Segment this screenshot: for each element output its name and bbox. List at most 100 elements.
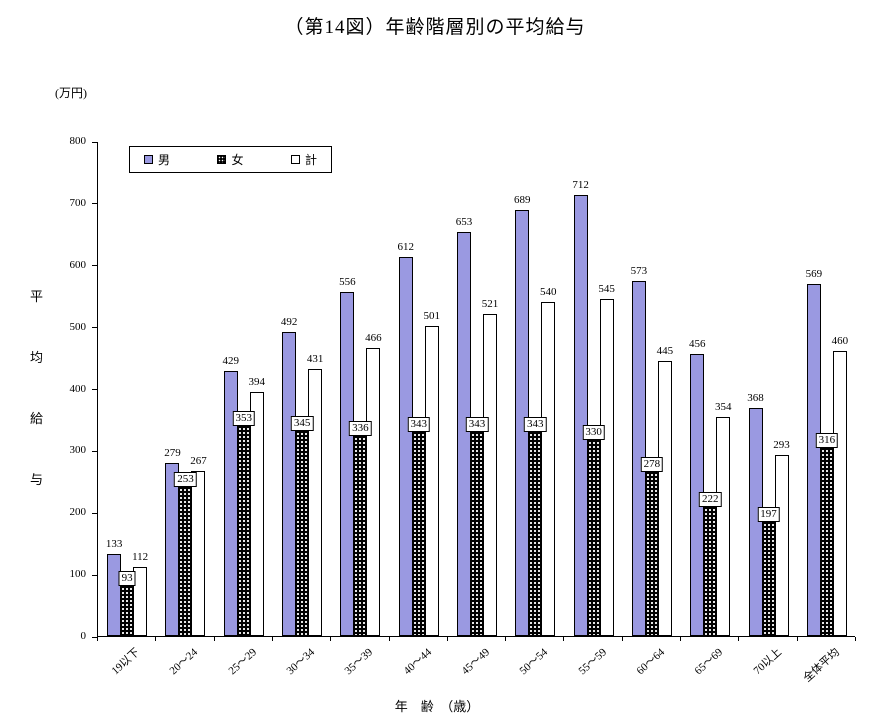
bar-male — [165, 463, 180, 636]
bar-female — [528, 423, 543, 636]
y-axis-title-char: 均 — [30, 350, 44, 365]
y-tick-mark — [92, 265, 97, 267]
value-label: 343 — [465, 416, 489, 432]
y-tick-mark — [92, 512, 97, 514]
y-tick-mark — [92, 203, 97, 205]
y-tick-mark — [92, 450, 97, 452]
y-tick-label: 300 — [69, 444, 87, 457]
value-label: 354 — [714, 400, 732, 413]
value-label: 93 — [118, 571, 136, 587]
x-tick-mark — [213, 637, 215, 641]
y-tick-mark — [92, 574, 97, 576]
y-axis-title: 平均給与 — [30, 286, 43, 488]
y-tick-label: 700 — [69, 196, 87, 209]
bar-total — [191, 470, 206, 636]
value-label: 653 — [455, 215, 473, 228]
value-label: 330 — [582, 424, 605, 440]
bar-female — [353, 428, 368, 636]
x-tick-mark — [796, 637, 798, 641]
value-label: 133 — [105, 537, 123, 550]
value-label: 293 — [773, 438, 790, 451]
value-label: 253 — [174, 472, 197, 488]
legend-label: 計 — [304, 153, 317, 167]
legend-label: 男 — [158, 153, 171, 167]
x-tick-mark — [155, 637, 157, 641]
bar-male — [282, 331, 297, 636]
value-label: 222 — [698, 491, 722, 507]
total-swatch-icon — [290, 155, 300, 164]
bar-total — [366, 347, 381, 636]
value-label: 712 — [572, 179, 589, 192]
x-tick-mark — [388, 637, 390, 641]
value-label: 368 — [747, 392, 764, 405]
male-swatch-icon — [144, 155, 153, 164]
x-category-label: 25～29 — [226, 646, 259, 678]
value-label: 689 — [514, 193, 531, 206]
x-category-label: 19以下 — [109, 646, 143, 678]
x-axis-title: 年 齢 （歳） — [394, 699, 480, 714]
y-tick-mark — [92, 141, 97, 143]
y-tick-label: 800 — [69, 135, 87, 147]
legend-label: 女 — [231, 153, 244, 167]
value-label: 316 — [815, 433, 839, 449]
plot-area: 男 女 計 133 93 112 279 253 267 429 353 394 492 345 431 5… — [97, 142, 855, 637]
y-tick-label: 100 — [69, 568, 87, 581]
bar-female — [703, 498, 718, 636]
bar-male — [748, 408, 763, 636]
x-category-label: 60～64 — [634, 646, 667, 678]
value-label: 540 — [540, 285, 557, 298]
bar-total — [657, 360, 672, 636]
value-label: 445 — [656, 344, 674, 357]
bar-total — [599, 298, 614, 636]
bar-total — [249, 392, 264, 636]
y-axis-title-char: 給 — [30, 411, 44, 426]
legend-item-total: 計 — [290, 151, 317, 168]
x-category-label: 全体平均 — [801, 646, 842, 685]
legend-item-male: 男 — [144, 151, 170, 168]
x-category-label: 35～39 — [342, 646, 376, 678]
chart-title: （第14図）年齢階層別の平均給与 — [284, 17, 586, 38]
bar-male — [806, 283, 821, 636]
bar-total — [832, 351, 847, 636]
value-label: 545 — [598, 282, 615, 295]
value-label: 521 — [481, 297, 499, 310]
value-label: 267 — [190, 454, 207, 467]
x-category-label: 45～49 — [459, 646, 493, 678]
female-swatch-icon — [217, 155, 227, 164]
bar-female — [761, 514, 776, 636]
x-tick-mark — [738, 637, 740, 641]
x-tick-mark — [505, 637, 507, 641]
bar-male — [573, 195, 588, 636]
y-axis-title-char: 与 — [30, 472, 44, 487]
bar-female — [644, 464, 659, 636]
bar-male — [457, 231, 471, 636]
value-label: 466 — [365, 331, 382, 344]
x-tick-mark — [621, 637, 623, 641]
x-category-label: 65～69 — [692, 646, 726, 678]
y-tick-label: 200 — [69, 506, 87, 519]
bar-total — [774, 454, 789, 636]
bar-female — [411, 423, 426, 636]
bar-total — [133, 566, 148, 636]
legend: 男女計 — [129, 146, 332, 173]
x-category-label: 30～34 — [284, 646, 318, 678]
bar-male — [107, 553, 122, 636]
bar-total — [541, 301, 556, 636]
value-label: 112 — [132, 550, 149, 563]
x-category-label: 20～24 — [167, 646, 201, 678]
value-label: 501 — [423, 310, 440, 323]
value-label: 569 — [805, 267, 823, 280]
value-label: 431 — [306, 353, 324, 366]
x-tick-mark — [563, 637, 565, 641]
value-label: 612 — [397, 241, 414, 254]
value-label: 353 — [232, 410, 256, 426]
x-category-label: 70以上 — [751, 646, 784, 678]
legend-item-female: 女 — [217, 151, 244, 168]
value-label: 492 — [280, 315, 298, 328]
y-tick-mark — [92, 389, 97, 390]
value-label: 573 — [630, 265, 648, 278]
value-label: 279 — [164, 447, 181, 460]
value-label: 345 — [290, 415, 314, 431]
bar-female — [120, 578, 135, 636]
